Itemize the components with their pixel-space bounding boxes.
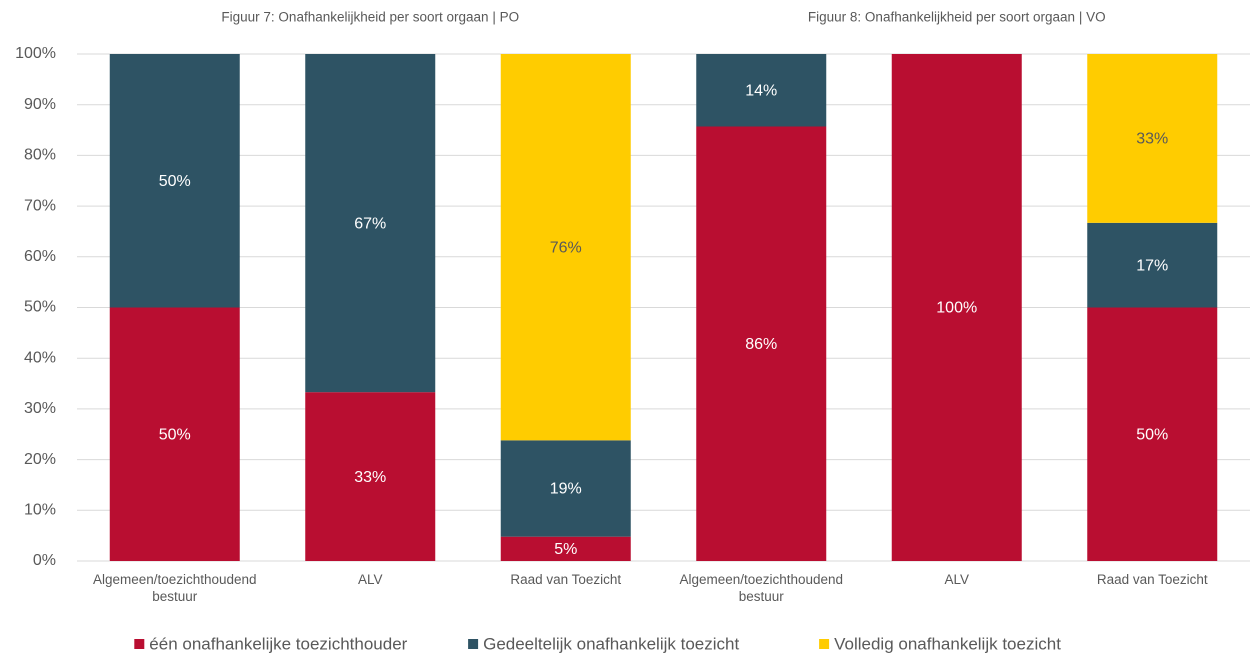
data-label: 50% <box>159 426 191 443</box>
bar-segment <box>696 54 827 127</box>
data-label: 86% <box>745 336 777 353</box>
bar-segment <box>891 54 1022 561</box>
data-label: 33% <box>354 469 386 486</box>
y-tick-label: 20% <box>24 451 56 468</box>
data-label: 33% <box>1136 131 1168 148</box>
y-tick-label: 60% <box>24 248 56 265</box>
y-tick-label: 80% <box>24 147 56 164</box>
y-tick-label: 30% <box>24 400 56 417</box>
x-tick-label: ALV <box>357 572 383 587</box>
x-tick-label: ALV <box>944 572 969 587</box>
data-label: 67% <box>354 215 386 232</box>
bar-segment <box>109 307 240 561</box>
y-tick-label: 70% <box>24 197 56 214</box>
x-tick-label: Algemeen/toezichthoudend bestuur <box>92 572 257 604</box>
legend-swatch <box>468 639 479 649</box>
data-label: 19% <box>550 481 582 498</box>
legend-label: Volledig onafhankelijk toezicht <box>834 634 1061 653</box>
data-label: 50% <box>1136 426 1168 443</box>
legend-label: één onafhankelijke toezichthouder <box>149 634 407 653</box>
data-label: 100% <box>936 300 977 317</box>
legend-swatch <box>134 639 145 649</box>
x-tick-label: Raad van Toezicht <box>1096 572 1208 587</box>
bar-segment <box>109 54 240 308</box>
bar-segment <box>696 126 827 561</box>
bar-segment <box>500 536 631 561</box>
legend-label: Gedeeltelijk onafhankelijk toezicht <box>483 634 739 653</box>
legend-swatch <box>819 639 830 649</box>
data-label: 50% <box>159 173 191 190</box>
bar-segment <box>305 54 436 393</box>
y-tick-label: 100% <box>15 45 56 62</box>
bar-segment <box>1087 54 1218 223</box>
y-tick-label: 90% <box>24 96 56 113</box>
data-label: 5% <box>554 541 577 558</box>
chart-title: Figuur 8: Onafhankelijkheid per soort or… <box>808 10 1106 25</box>
data-label: 14% <box>745 82 777 99</box>
y-tick-label: 0% <box>33 552 56 569</box>
y-tick-label: 40% <box>24 349 56 366</box>
data-label: 17% <box>1136 257 1168 274</box>
bar-segment <box>1087 307 1218 561</box>
y-tick-label: 10% <box>24 502 56 519</box>
bar-segment <box>305 392 436 561</box>
x-tick-label: Raad van Toezicht <box>510 572 622 587</box>
bar-segment <box>500 54 631 441</box>
y-tick-label: 50% <box>24 299 56 316</box>
chart-title: Figuur 7: Onafhankelijkheid per soort or… <box>221 10 519 25</box>
bar-segment <box>500 440 631 537</box>
bar-segment <box>1087 222 1218 308</box>
x-tick-label: Algemeen/toezichthoudend bestuur <box>679 572 844 604</box>
data-label: 76% <box>550 239 582 256</box>
